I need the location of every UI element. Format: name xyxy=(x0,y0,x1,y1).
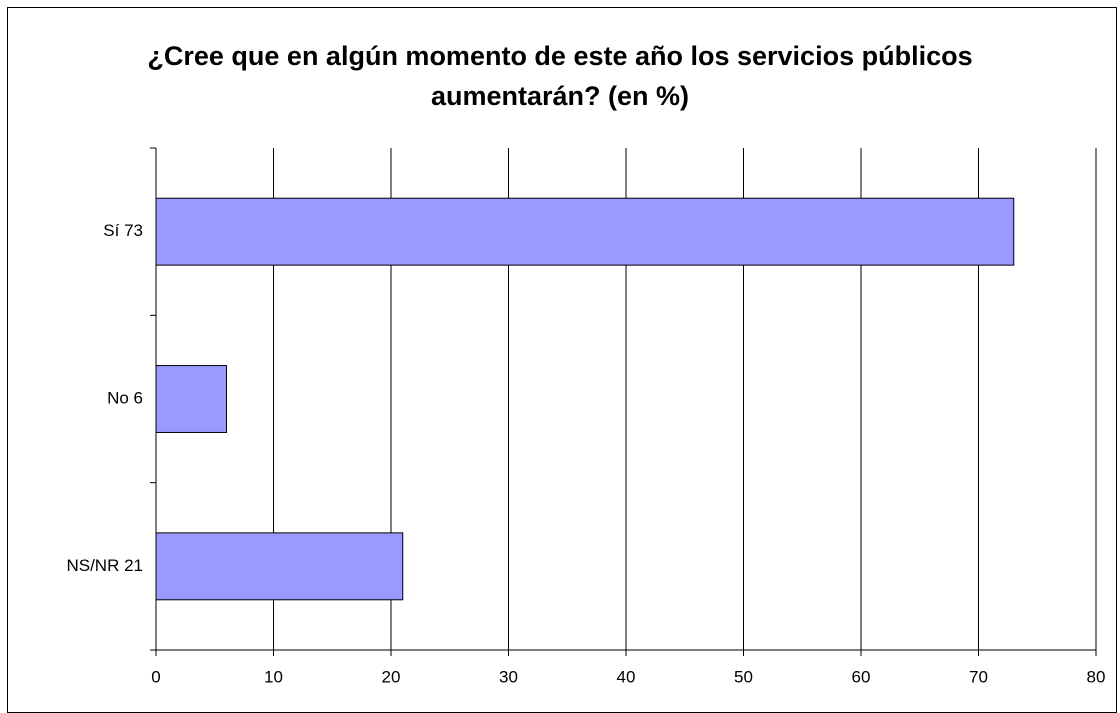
bar xyxy=(155,532,404,601)
y-tick-label: Sí 73 xyxy=(103,221,143,240)
chart-title: ¿Cree que en algún momento de este año l… xyxy=(147,41,973,111)
x-tick-label: 50 xyxy=(734,667,753,686)
x-tick-label: 80 xyxy=(1087,667,1106,686)
y-tick-label: No 6 xyxy=(107,388,143,407)
y-tick-label: NS/NR 21 xyxy=(66,556,143,575)
x-tick-label: 60 xyxy=(852,667,871,686)
x-tick-label: 30 xyxy=(499,667,518,686)
x-tick-label: 20 xyxy=(382,667,401,686)
x-tick-label: 70 xyxy=(969,667,988,686)
x-tick-label: 0 xyxy=(151,667,160,686)
x-tick-label: 10 xyxy=(264,667,283,686)
x-tick-label: 40 xyxy=(617,667,636,686)
bar xyxy=(155,365,227,433)
bar xyxy=(155,197,1015,266)
